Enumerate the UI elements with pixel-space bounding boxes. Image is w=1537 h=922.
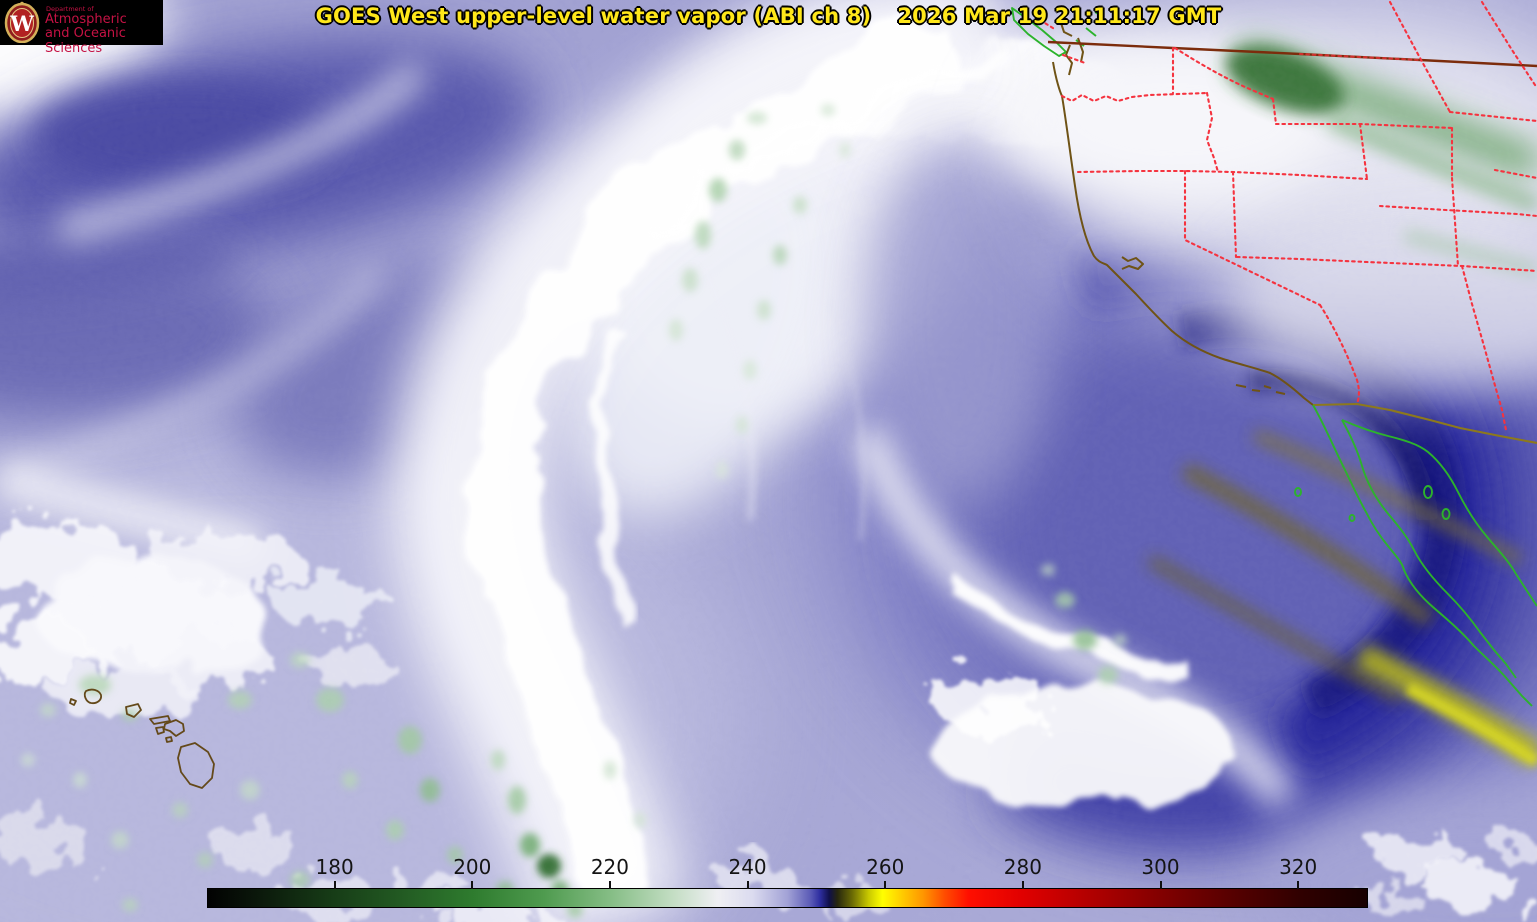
- colorbar-tick-label: 180: [315, 855, 354, 879]
- logo-dept-of: Department of: [46, 5, 94, 13]
- us-mexico-border: [1312, 402, 1537, 445]
- logo-line-atmospheric: Atmospheric: [45, 12, 127, 27]
- colorbar-tick-label: 220: [590, 855, 630, 879]
- colorbar-tick-label: 320: [1279, 855, 1318, 879]
- state-borders: [1038, 0, 1537, 432]
- crest-letter: W: [9, 11, 34, 36]
- colorbar-tick: [1297, 881, 1300, 889]
- mexico-coastline: [1294, 404, 1537, 707]
- colorbar-tick-label: 300: [1141, 855, 1180, 879]
- colorbar-tick: [471, 881, 474, 889]
- canada-coastline: [1011, 7, 1105, 57]
- colorbar-tick-label: 200: [453, 855, 492, 879]
- image-title: GOES West upper-level water vapor (ABI c…: [315, 4, 872, 28]
- hawaii-islands: [69, 688, 215, 789]
- colorbar-tick-label: 240: [728, 855, 767, 879]
- colorbar-tick: [333, 881, 336, 889]
- colorbar-tick: [746, 881, 749, 889]
- colorbar-tick: [1159, 881, 1162, 889]
- logo-line-oceanic: and Oceanic Sciences: [45, 26, 126, 56]
- image-title-bar: GOES West upper-level water vapor (ABI c…: [0, 4, 1537, 28]
- image-timestamp: 2026 Mar 19 21:11:17 GMT: [897, 4, 1222, 28]
- colorbar-tick: [1021, 881, 1024, 889]
- map-overlays: [69, 0, 1537, 789]
- uw-crest-icon: W: [4, 1, 40, 43]
- channel-islands: [1235, 384, 1286, 395]
- colorbar-tick-label: 260: [866, 855, 905, 879]
- uw-aos-logo: W Department of Atmospheric and Oceanic …: [0, 0, 163, 56]
- colorbar-tick-label: 280: [1003, 855, 1042, 879]
- us-west-coastline: [1052, 61, 1314, 406]
- colorbar-tick: [608, 881, 611, 889]
- colorbar-tick: [884, 881, 887, 889]
- san-francisco-bay: [1121, 256, 1144, 270]
- us-canada-border-dots: [1298, 52, 1422, 62]
- temperature-colorbar: 180 200 220 240 260 280 300 320: [207, 855, 1368, 908]
